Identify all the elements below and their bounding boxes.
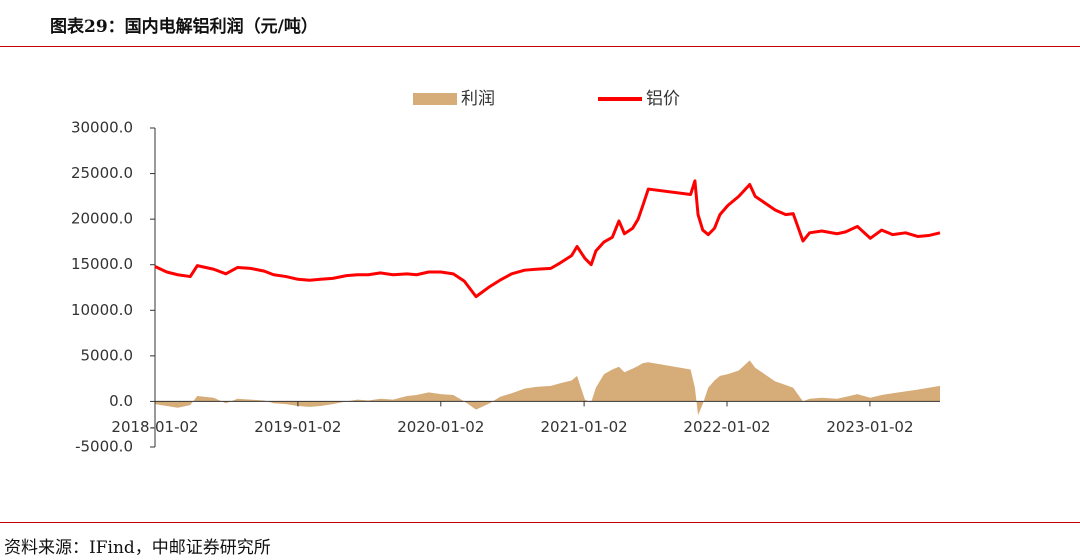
- header-rule: [0, 46, 1080, 47]
- y-tick-label: -5000.0: [75, 438, 133, 456]
- y-tick-label: 25000.0: [71, 164, 133, 182]
- chart: -5000.0 0.0 5000.0 10000.0 15000.0 20000.0 250…: [71, 89, 941, 456]
- figure-title: 图表29：国内电解铝利润（元/吨）: [50, 17, 318, 37]
- profit-area: [155, 360, 940, 416]
- legend-swatch: [413, 93, 457, 105]
- y-tick-label: 0.0: [109, 392, 133, 410]
- source-note: 资料来源：IFind，中邮证券研究所: [4, 538, 271, 558]
- x-tick-label: 2019-01-02: [254, 418, 341, 436]
- y-tick-label: 30000.0: [71, 119, 133, 137]
- x-tick-label: 2021-01-02: [541, 418, 628, 436]
- legend-label: 利润: [461, 89, 495, 109]
- y-tick-label: 15000.0: [71, 255, 133, 273]
- price-line: [154, 179, 941, 299]
- footer-rule: [0, 522, 1080, 523]
- x-tick-label: 2018-01-02: [111, 418, 198, 436]
- y-tick-label: 10000.0: [71, 301, 133, 319]
- x-tick-label: 2023-01-02: [826, 418, 913, 436]
- x-tick-label: 2020-01-02: [397, 418, 484, 436]
- y-tick-label: 5000.0: [81, 346, 134, 364]
- y-tick-label: 20000.0: [71, 210, 133, 228]
- x-tick-label: 2022-01-02: [683, 418, 770, 436]
- legend-label: 铝价: [646, 89, 680, 109]
